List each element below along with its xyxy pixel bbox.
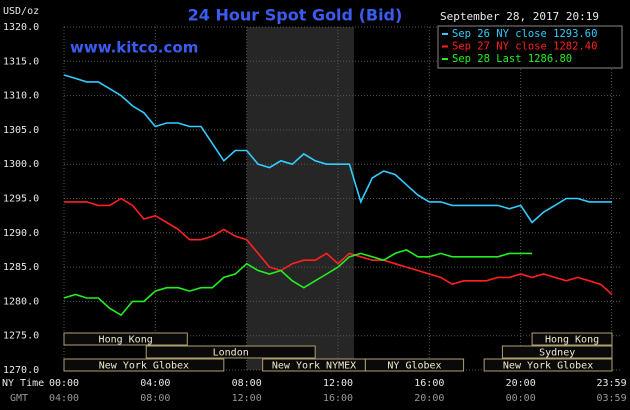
session-box xyxy=(63,358,225,372)
legend-label: Sep 28 Last 1286.80 xyxy=(452,53,572,65)
session-box xyxy=(364,358,465,372)
x2-tick-label: 20:00 xyxy=(414,393,444,404)
x2-tick-label: 12:00 xyxy=(232,393,262,404)
x2-tick-label: 03:59 xyxy=(596,393,626,404)
session-label: New York Globex xyxy=(99,361,189,372)
x2-axis-label: GMT xyxy=(10,393,28,404)
session-label: Hong Kong xyxy=(99,335,153,346)
session-label: New York NYMEX xyxy=(272,361,356,372)
y-tick-label: 1275.0 xyxy=(3,331,39,342)
y-tick-label: 1290.0 xyxy=(3,228,39,239)
x-tick-label: 04:00 xyxy=(140,378,170,389)
y-tick-label: 1285.0 xyxy=(3,262,39,273)
chart-subtitle: www.kitco.com xyxy=(70,39,198,57)
y-tick-label: 1305.0 xyxy=(3,125,39,136)
x-tick-label: 12:00 xyxy=(323,378,353,389)
session-box xyxy=(501,345,613,359)
x-tick-label: 00:00 xyxy=(49,378,79,389)
session-shade xyxy=(246,27,354,370)
series-line xyxy=(63,249,533,317)
series-line xyxy=(64,197,613,296)
y-tick-label: 1320.0 xyxy=(3,22,39,33)
session-label: Sydney xyxy=(539,348,575,359)
y-unit: USD/oz xyxy=(3,6,39,17)
x-tick-label: 08:00 xyxy=(232,378,262,389)
legend-label: Sep 27 NY close 1282.40 xyxy=(452,41,597,53)
x2-tick-label: 08:00 xyxy=(140,393,170,404)
session-label: London xyxy=(213,348,249,359)
session-box xyxy=(483,358,613,372)
chart-title: 24 Hour Spot Gold (Bid) xyxy=(188,6,403,25)
session-box xyxy=(531,332,613,346)
x2-tick-label: 16:00 xyxy=(323,393,353,404)
x-tick-label: 16:00 xyxy=(414,378,444,389)
y-tick-label: 1315.0 xyxy=(3,56,39,67)
y-tick-label: 1300.0 xyxy=(3,159,39,170)
x-tick-label: 23:59 xyxy=(596,378,626,389)
x-axis-label: NY Time xyxy=(2,378,44,389)
x2-tick-label: 00:00 xyxy=(506,393,536,404)
session-label: New York Globex xyxy=(503,361,593,372)
y-tick-label: 1295.0 xyxy=(3,194,39,205)
series-line xyxy=(63,74,612,224)
y-tick-label: 1310.0 xyxy=(3,91,39,102)
x2-tick-label: 04:00 xyxy=(49,393,79,404)
session-label: NY Globex xyxy=(387,361,441,372)
session-box xyxy=(63,332,188,346)
x-tick-label: 20:00 xyxy=(506,378,536,389)
timestamp: September 28, 2017 20:19 xyxy=(440,10,599,23)
legend-label: Sep 26 NY close 1293.60 xyxy=(452,28,597,40)
session-box xyxy=(145,345,316,359)
y-tick-label: 1270.0 xyxy=(3,365,39,376)
session-label: Hong Kong xyxy=(545,335,599,346)
legend-box xyxy=(437,25,623,69)
y-tick-label: 1280.0 xyxy=(3,296,39,307)
